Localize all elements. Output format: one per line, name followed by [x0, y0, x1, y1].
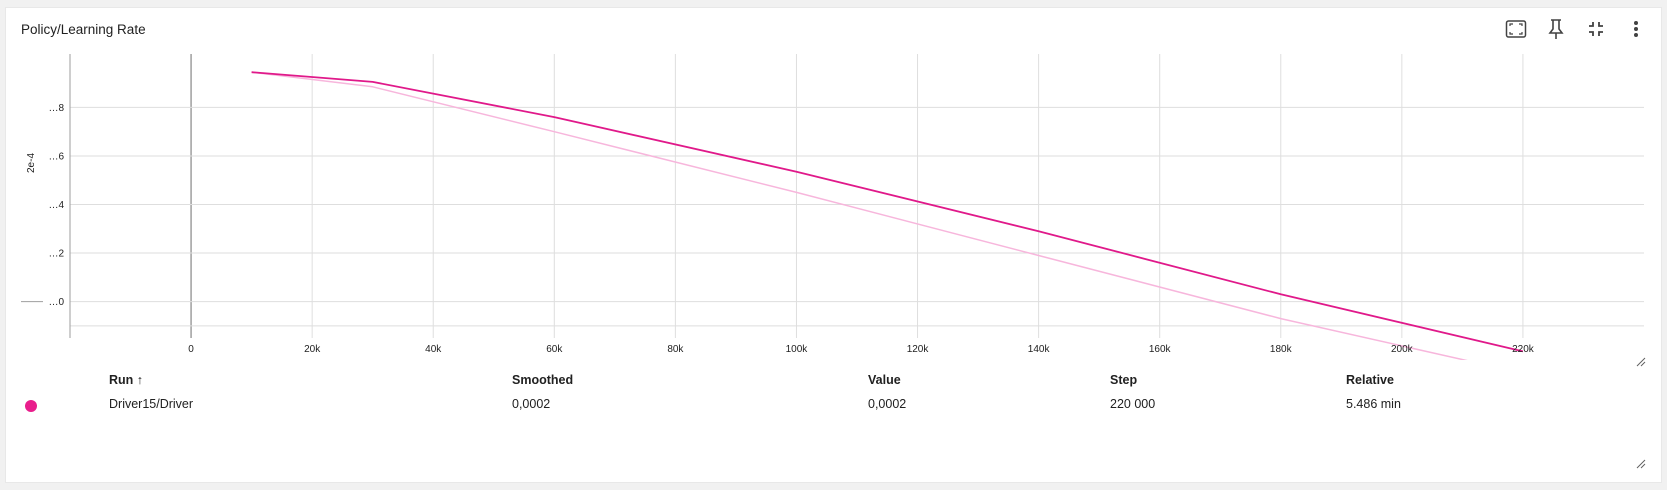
x-tick-label: 20k — [304, 344, 321, 355]
series-line-smoothed — [251, 71, 1524, 353]
x-tick-label: 40k — [425, 344, 442, 355]
cell-relative: 5.486 min — [1346, 397, 1401, 411]
resize-handle-icon[interactable] — [1636, 357, 1646, 367]
x-tick-label: 120k — [907, 344, 930, 355]
x-tick-label: 200k — [1391, 344, 1414, 355]
run-color-dot — [25, 400, 37, 412]
x-tick-label: 100k — [786, 344, 809, 355]
column-header-smoothed[interactable]: Smoothed — [512, 373, 574, 387]
column-header-run[interactable]: Run ↑ — [109, 373, 144, 387]
fit-to-data-icon[interactable] — [1503, 16, 1529, 42]
x-tick-label: 220k — [1512, 344, 1535, 355]
x-tick-label: 80k — [667, 344, 684, 355]
column-header-value[interactable]: Value — [868, 373, 901, 387]
x-tick-label: 180k — [1270, 344, 1293, 355]
y-tick-label: …0 — [48, 297, 64, 308]
x-tick-label: 140k — [1028, 344, 1051, 355]
chart-title: Policy/Learning Rate — [21, 22, 146, 37]
cell-run: Driver15/Driver — [109, 397, 194, 411]
cell-step: 220 000 — [1110, 397, 1156, 411]
y-tick-label: …6 — [48, 151, 64, 162]
y-tick-label: …4 — [48, 200, 64, 211]
x-tick-label: 60k — [546, 344, 563, 355]
x-tick-label: 160k — [1149, 344, 1172, 355]
y-tick-label: …2 — [48, 249, 64, 260]
column-header-relative[interactable]: Relative — [1346, 373, 1394, 387]
x-tick-label: 0 — [188, 344, 194, 355]
line-chart[interactable]: 0 20k 40k 60k 80k 100k 120k 140k 160k 180k 200k 220… — [0, 0, 1667, 360]
more-vert-icon[interactable] — [1623, 16, 1649, 42]
series-line-raw — [251, 71, 1468, 360]
y-axis-label: 2e-4 — [26, 153, 37, 173]
pin-icon[interactable] — [1543, 16, 1569, 42]
column-header-step[interactable]: Step — [1110, 373, 1138, 387]
cell-value: 0,0002 — [868, 397, 907, 411]
collapse-icon[interactable] — [1583, 16, 1609, 42]
y-tick-label: …8 — [48, 103, 64, 114]
resize-handle-icon[interactable] — [1636, 459, 1646, 469]
cell-smoothed: 0,0002 — [512, 397, 551, 411]
chart-card — [5, 7, 1662, 483]
